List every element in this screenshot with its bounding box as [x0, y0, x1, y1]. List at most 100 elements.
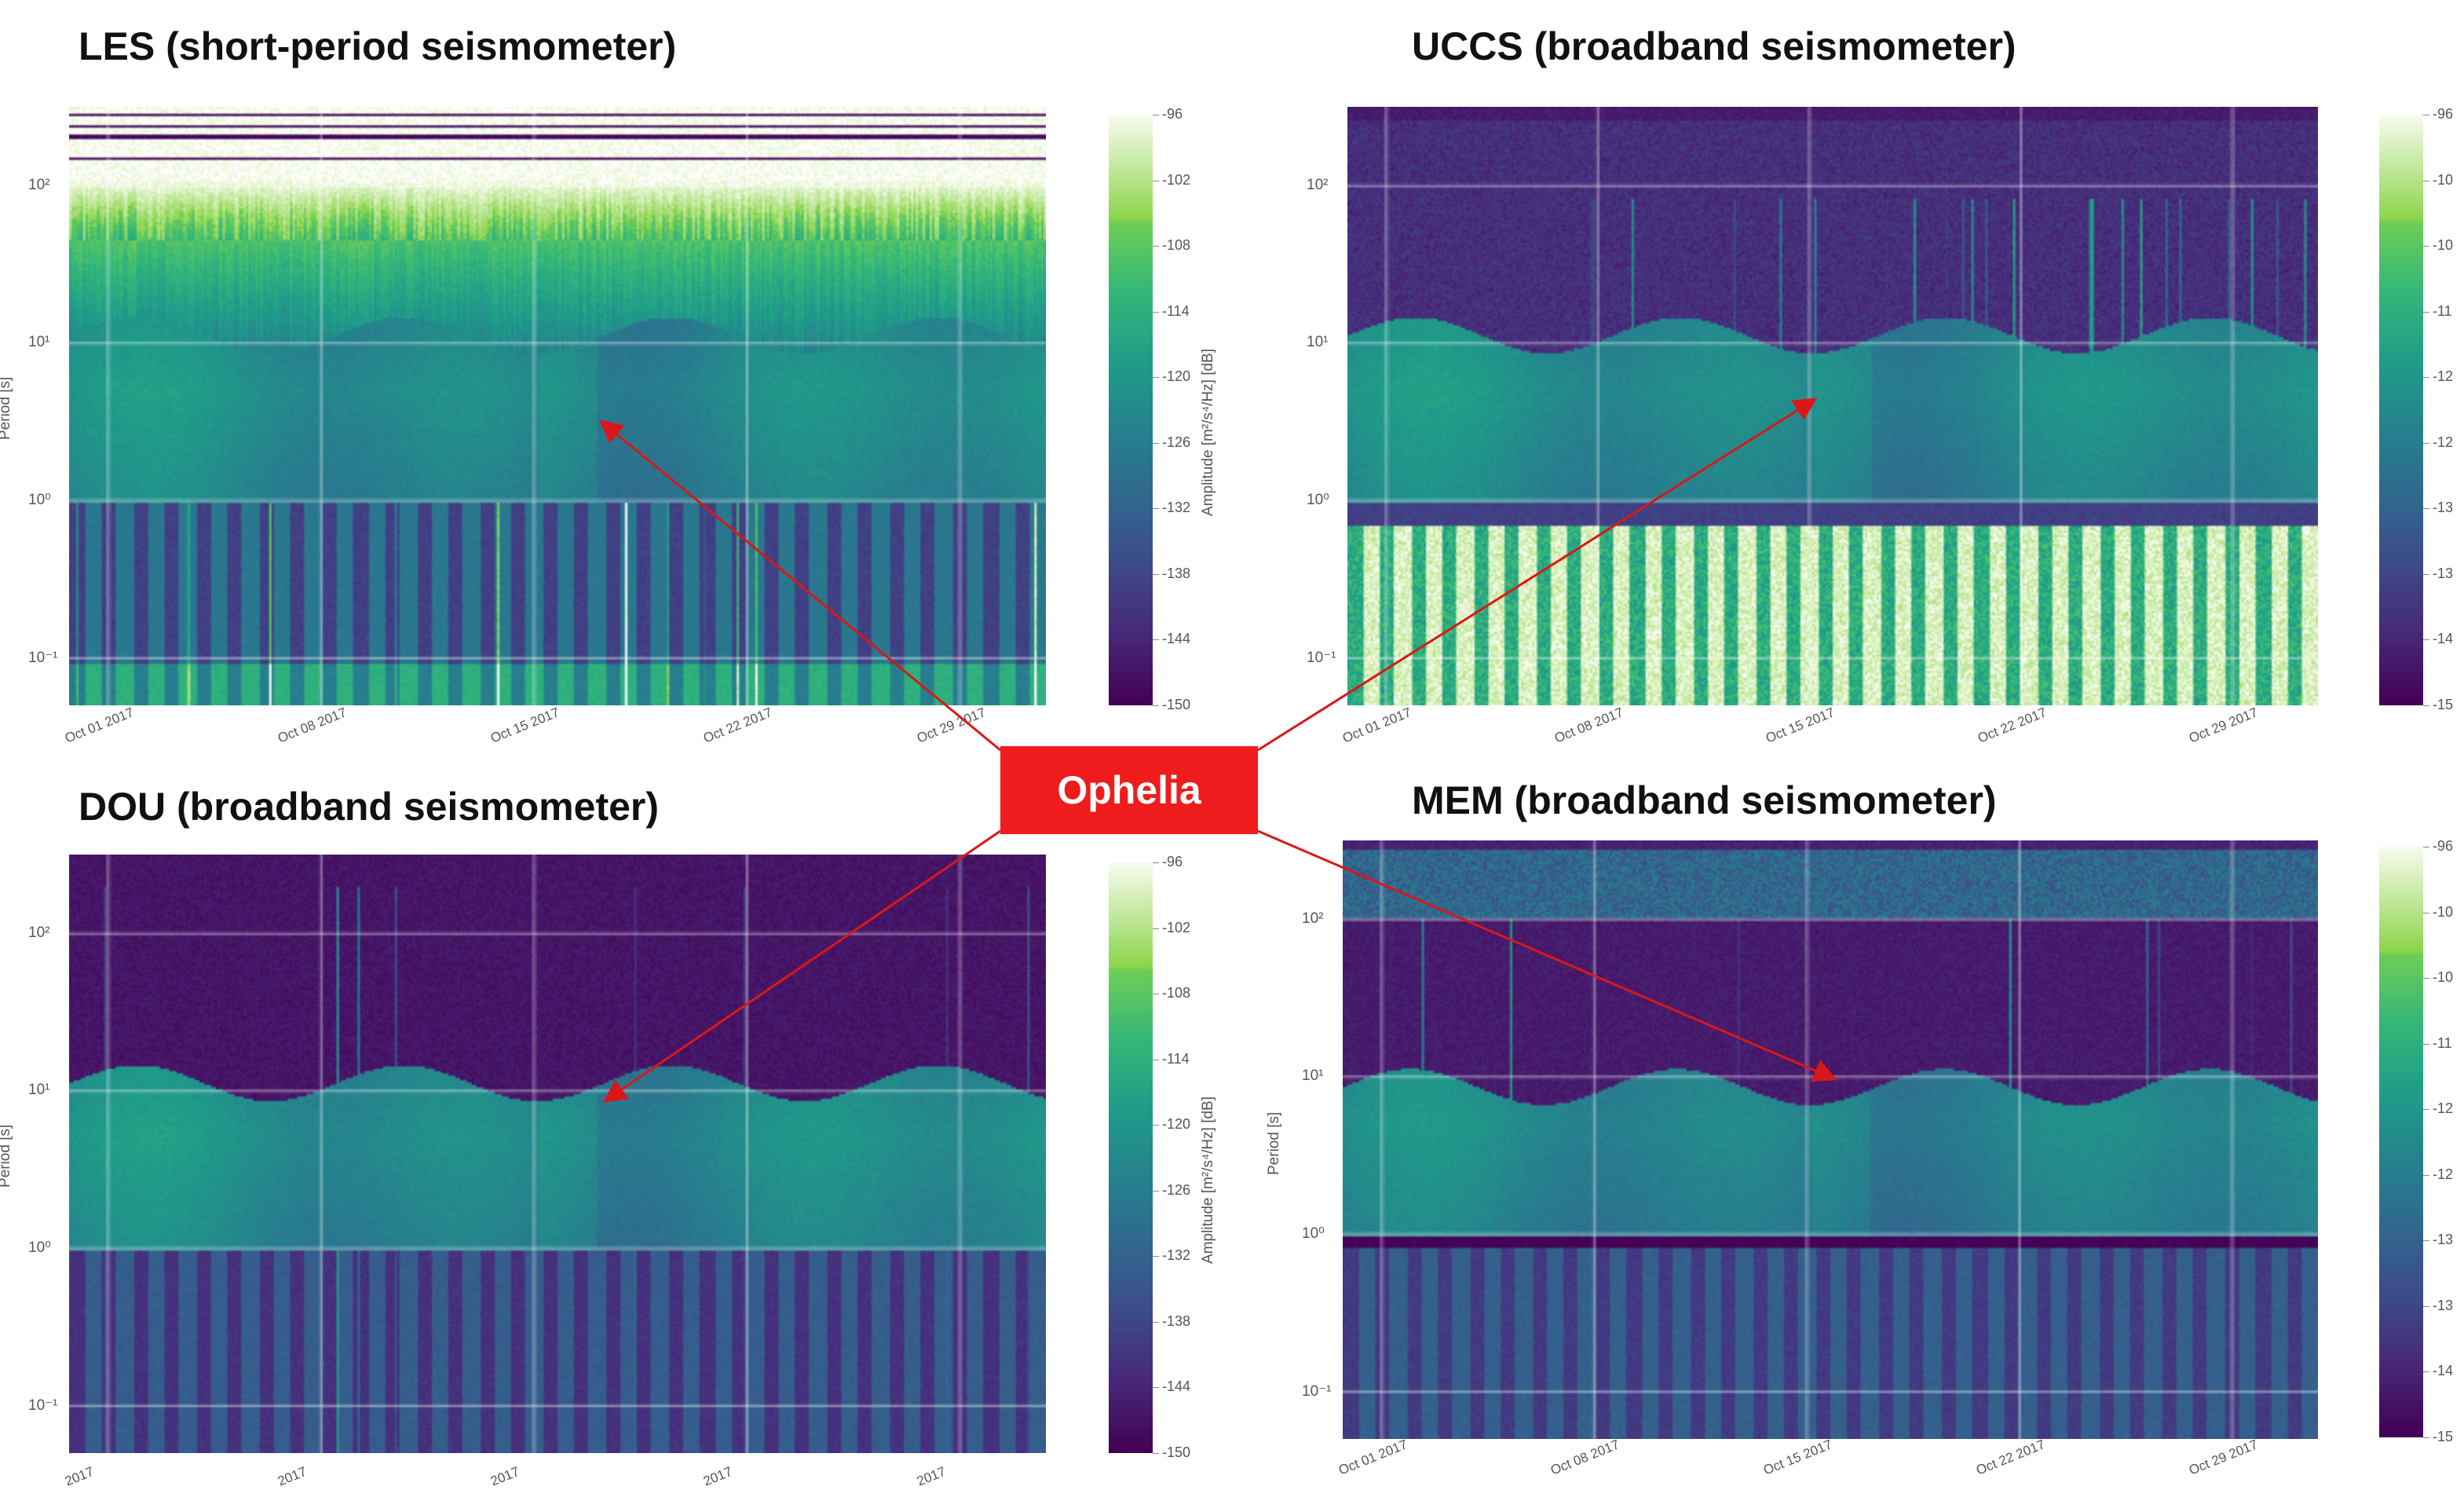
panel-title-uccs: UCCS (broadband seismometer): [1412, 24, 2016, 68]
colorbar-tick-uccs: -13: [2433, 500, 2454, 516]
colorbar-tick-uccs: -12: [2433, 434, 2454, 450]
y-tick-les: 10¹: [28, 333, 50, 350]
panel-title-dou: DOU (broadband seismometer): [79, 785, 660, 829]
colorbar-tick-mark-dou: [1153, 862, 1159, 863]
ophelia-callout: Ophelia: [1000, 746, 1258, 834]
colorbar-tick-dou: -150: [1162, 1444, 1191, 1460]
y-tick-les: 10⁰: [28, 492, 51, 509]
spectrogram-les: [69, 107, 1046, 705]
colorbar-tick-mark-dou: [1153, 1453, 1159, 1454]
colorbar-tick-mark-mem: [2423, 1371, 2429, 1373]
x-tick-les: Oct 22 2017: [701, 705, 775, 746]
colorbar-tick-dou: -126: [1162, 1181, 1191, 1198]
y-tick-les: 10⁻¹: [28, 649, 58, 666]
y-tick-mem: 10⁻¹: [1302, 1382, 1332, 1400]
colorbar-tick-les: -150: [1162, 697, 1191, 712]
x-tick-les: Oct 15 2017: [488, 705, 562, 746]
y-axis-title-les: Period [s]: [0, 376, 13, 440]
y-tick-uccs: 10²: [1307, 176, 1329, 193]
colorbar-tick-mark-mem: [2423, 1109, 2429, 1111]
colorbar-tick-mem: -11: [2433, 1034, 2452, 1051]
colorbar-title-les: Amplitude [m²/s⁴/Hz] [dB]: [1200, 349, 1216, 517]
colorbar-tick-dou: -114: [1162, 1050, 1190, 1067]
colorbar-tick-les: -138: [1162, 565, 1191, 581]
y-tick-dou: 10⁰: [28, 1239, 51, 1257]
y-tick-mem: 10⁰: [1302, 1225, 1325, 1243]
colorbar-tick-mark-mem: [2423, 1437, 2429, 1438]
colorbar-tick-mem: -10: [2433, 969, 2454, 986]
x-tick-uccs: Oct 15 2017: [1764, 705, 1837, 746]
colorbar-dou: [1109, 862, 1153, 1453]
x-tick-les: Oct 01 2017: [62, 705, 136, 746]
colorbar-tick-mem: -10: [2433, 903, 2454, 920]
y-tick-dou: 10²: [28, 924, 50, 941]
colorbar-tick-les: -144: [1162, 631, 1191, 647]
x-tick-uccs: Oct 01 2017: [1340, 705, 1414, 746]
x-tick-uccs: Oct 22 2017: [1975, 705, 2049, 746]
colorbar-tick-mem: -13: [2433, 1297, 2454, 1313]
spectrogram-image-mem: [1343, 840, 2318, 1439]
x-tick-mem: Oct 01 2017: [1336, 1437, 1409, 1478]
colorbar-tick-mark-les: [1153, 508, 1159, 510]
x-tick-mem: Oct 15 2017: [1761, 1437, 1835, 1478]
colorbar-uccs: [2379, 115, 2423, 705]
y-tick-uccs: 10⁻¹: [1307, 649, 1336, 666]
colorbar-tick-mark-mem: [2423, 847, 2429, 848]
colorbar-tick-mark-les: [1153, 639, 1159, 641]
colorbar-tick-les: -108: [1162, 237, 1191, 254]
colorbar-tick-les: -132: [1162, 500, 1191, 516]
colorbar-tick-mark-les: [1153, 442, 1159, 444]
colorbar-tick-les: -96: [1162, 106, 1183, 122]
colorbar-tick-mark-mem: [2423, 1174, 2429, 1176]
colorbar-tick-mark-les: [1153, 311, 1159, 313]
colorbar-tick-dou: -120: [1162, 1116, 1191, 1133]
colorbar-tick-uccs: -13: [2433, 565, 2454, 581]
x-tick-dou: 2017: [62, 1463, 96, 1489]
colorbar-tick-mark-uccs: [2423, 311, 2429, 313]
colorbar-tick-mark-dou: [1153, 1125, 1159, 1126]
x-tick-dou: 2017: [914, 1463, 948, 1489]
colorbar-tick-mark-mem: [2423, 1305, 2429, 1307]
x-tick-mem: Oct 29 2017: [2186, 1437, 2260, 1478]
colorbar-tick-mem: -13: [2433, 1232, 2454, 1248]
colorbar-tick-mark-les: [1153, 573, 1159, 575]
colorbar-tick-mem: -12: [2433, 1100, 2454, 1117]
colorbar-tick-uccs: -10: [2433, 171, 2454, 188]
colorbar-tick-uccs: -15: [2433, 697, 2454, 712]
x-tick-dou: 2017: [701, 1463, 735, 1489]
colorbar-tick-les: -120: [1162, 368, 1191, 385]
y-tick-mem: 10¹: [1302, 1067, 1324, 1084]
x-tick-les: Oct 29 2017: [914, 705, 988, 746]
y-tick-dou: 10¹: [28, 1081, 50, 1098]
y-tick-mem: 10²: [1302, 910, 1324, 927]
colorbar-tick-uccs: -11: [2433, 302, 2452, 319]
x-tick-dou: 2017: [488, 1463, 522, 1489]
colorbar-tick-dou: -132: [1162, 1247, 1191, 1264]
colorbar-tick-uccs: -10: [2433, 237, 2454, 254]
x-tick-uccs: Oct 08 2017: [1552, 705, 1625, 746]
colorbar-tick-mem: -14: [2433, 1363, 2454, 1379]
colorbar-tick-uccs: -12: [2433, 368, 2454, 385]
colorbar-tick-les: -114: [1162, 302, 1190, 319]
colorbar-tick-dou: -138: [1162, 1312, 1191, 1329]
colorbar-tick-mem: -15: [2433, 1429, 2454, 1444]
spectrogram-image-uccs: [1347, 107, 2318, 705]
colorbar-tick-mark-les: [1153, 377, 1159, 379]
colorbar-tick-mark-dou: [1153, 1190, 1159, 1192]
spectrogram-image-les: [69, 107, 1046, 705]
colorbar-tick-mark-dou: [1153, 1387, 1159, 1389]
colorbar-tick-les: -126: [1162, 434, 1191, 450]
spectrogram-mem: [1343, 840, 2318, 1439]
colorbar-tick-mark-mem: [2423, 1240, 2429, 1242]
colorbar-tick-mark-dou: [1153, 1256, 1159, 1258]
y-axis-title-dou: Period [s]: [0, 1124, 13, 1188]
colorbar-tick-mark-dou: [1153, 1321, 1159, 1323]
colorbar-tick-uccs: -96: [2433, 106, 2454, 122]
colorbar-tick-mark-mem: [2423, 978, 2429, 979]
colorbar-tick-les: -102: [1162, 171, 1191, 188]
colorbar-tick-mark-les: [1153, 246, 1159, 247]
colorbar-tick-mark-uccs: [2423, 508, 2429, 510]
colorbar-tick-mark-uccs: [2423, 639, 2429, 641]
colorbar-mem: [2379, 847, 2423, 1437]
colorbar-tick-dou: -108: [1162, 985, 1191, 1001]
